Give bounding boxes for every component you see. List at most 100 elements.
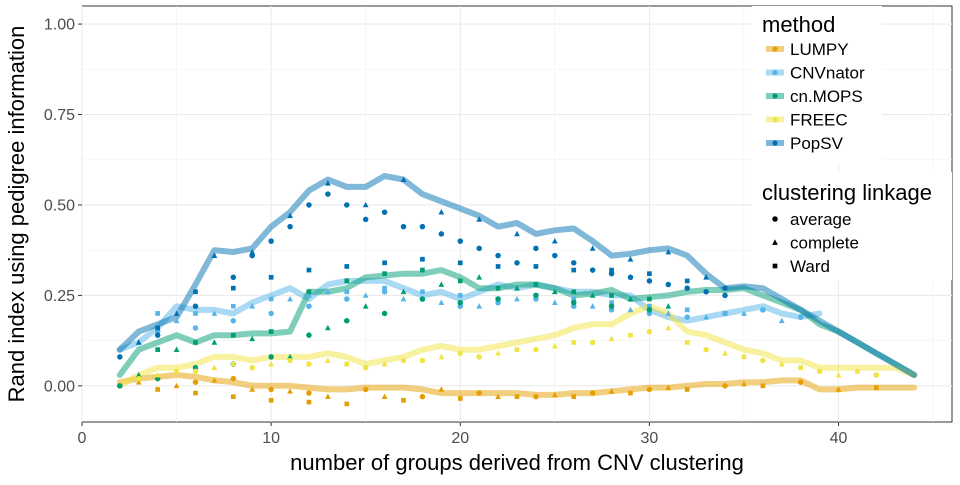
point-popsv-complete — [589, 245, 596, 251]
point-popsv-ward — [684, 278, 690, 284]
point-cnvnator-average — [192, 325, 199, 331]
point-cn-mops-average — [419, 296, 426, 302]
point-popsv-complete — [287, 212, 293, 219]
series-line-freec — [116, 303, 918, 389]
point-freec-ward — [571, 340, 577, 345]
point-popsv-average — [457, 238, 464, 244]
point-cnvnator-ward — [344, 289, 350, 295]
point-freec-ward — [174, 369, 179, 374]
point-lumpy-ward — [628, 390, 633, 396]
point-cn-mops-complete — [173, 346, 180, 353]
point-popsv-complete — [135, 339, 142, 345]
point-cnvnator-complete — [514, 295, 520, 302]
point-cn-mops-complete — [476, 274, 483, 280]
point-cnvnator-complete — [665, 310, 672, 316]
point-freec-average — [419, 357, 426, 364]
point-freec-ward — [401, 358, 406, 363]
y-tick-label: 0.00 — [44, 378, 75, 395]
point-cn-mops-average — [117, 383, 123, 389]
legend-label-complete: complete — [790, 234, 859, 253]
point-freec-complete — [665, 324, 672, 331]
point-lumpy-average — [533, 393, 539, 400]
point-freec-ward — [457, 350, 463, 356]
point-popsv-average — [533, 245, 539, 252]
point-lumpy-ward — [874, 385, 879, 390]
point-cnvnator-ward — [457, 293, 463, 298]
point-cn-mops-ward — [344, 278, 350, 284]
point-lumpy-complete — [381, 393, 388, 400]
point-freec-average — [589, 339, 596, 346]
point-freec-complete — [608, 335, 615, 342]
point-popsv-ward — [193, 289, 198, 295]
point-popsv-average — [495, 252, 501, 259]
point-cn-mops-ward — [457, 278, 463, 284]
point-freec-complete — [154, 371, 161, 378]
point-lumpy-complete — [211, 377, 218, 383]
point-freec-complete — [438, 353, 445, 360]
point-cnvnator-complete — [589, 303, 596, 309]
point-cnvnator-complete — [287, 295, 293, 302]
point-cnvnator-complete — [741, 310, 747, 316]
legend-linkage-box — [752, 172, 952, 280]
point-cn-mops-ward — [193, 340, 198, 345]
point-cnvnator-complete — [324, 288, 331, 295]
point-freec-ward — [514, 347, 520, 352]
point-cn-mops-ward — [230, 332, 236, 338]
point-cn-mops-complete — [287, 353, 293, 360]
point-freec-complete — [381, 360, 388, 367]
point-popsv-complete — [173, 310, 180, 316]
legend-label-cnvnator: CNVnator — [790, 64, 865, 83]
point-popsv-average — [287, 223, 293, 230]
point-popsv-average — [154, 332, 161, 338]
point-lumpy-complete — [835, 386, 842, 392]
point-popsv-complete — [665, 248, 672, 255]
point-popsv-average — [476, 245, 482, 252]
point-lumpy-ward — [230, 394, 236, 400]
point-freec-average — [306, 361, 312, 367]
point-popsv-ward — [230, 285, 236, 291]
y-tick-label: 0.50 — [44, 197, 75, 214]
point-popsv-average — [665, 281, 672, 288]
point-cn-mops-ward — [495, 285, 501, 291]
point-freec-average — [760, 357, 766, 364]
point-freec-complete — [722, 350, 728, 356]
point-popsv-average — [684, 285, 690, 291]
point-popsv-ward — [457, 260, 463, 266]
point-freec-average — [249, 364, 255, 371]
point-lumpy-complete — [173, 382, 180, 389]
point-popsv-complete — [703, 274, 710, 280]
point-popsv-ward — [344, 264, 350, 269]
point-cn-mops-average — [344, 317, 350, 324]
point-popsv-average — [325, 191, 331, 197]
point-cn-mops-ward — [647, 296, 652, 302]
point-popsv-average — [192, 303, 199, 309]
point-popsv-ward — [647, 271, 652, 277]
point-cnvnator-ward — [268, 296, 274, 302]
point-cnvnator-average — [306, 303, 312, 309]
point-cnvnator-ward — [155, 311, 160, 316]
point-lumpy-average — [797, 379, 804, 385]
legend-label-freec: FREEC — [790, 111, 848, 130]
point-freec-average — [192, 368, 199, 375]
point-lumpy-average — [646, 386, 653, 393]
point-lumpy-complete — [551, 391, 558, 398]
point-popsv-complete — [324, 180, 331, 186]
point-freec-ward — [344, 361, 350, 367]
point-cn-mops-ward — [268, 329, 274, 334]
point-lumpy-average — [192, 379, 199, 385]
point-popsv-complete — [362, 201, 369, 208]
x-tick-label: 40 — [830, 430, 848, 447]
point-cn-mops-complete — [249, 335, 256, 342]
point-freec-average — [703, 346, 709, 353]
point-popsv-average — [362, 216, 369, 223]
point-popsv-average — [381, 209, 388, 215]
legend-key-dot-lumpy — [772, 46, 778, 52]
point-lumpy-ward — [760, 383, 766, 389]
point-cn-mops-average — [381, 310, 388, 317]
point-popsv-complete — [400, 176, 407, 182]
point-popsv-complete — [476, 216, 483, 222]
point-freec-complete — [268, 360, 275, 367]
point-freec-ward — [798, 365, 804, 371]
point-cnvnator-complete — [703, 313, 710, 320]
point-cnvnator-complete — [400, 295, 407, 302]
